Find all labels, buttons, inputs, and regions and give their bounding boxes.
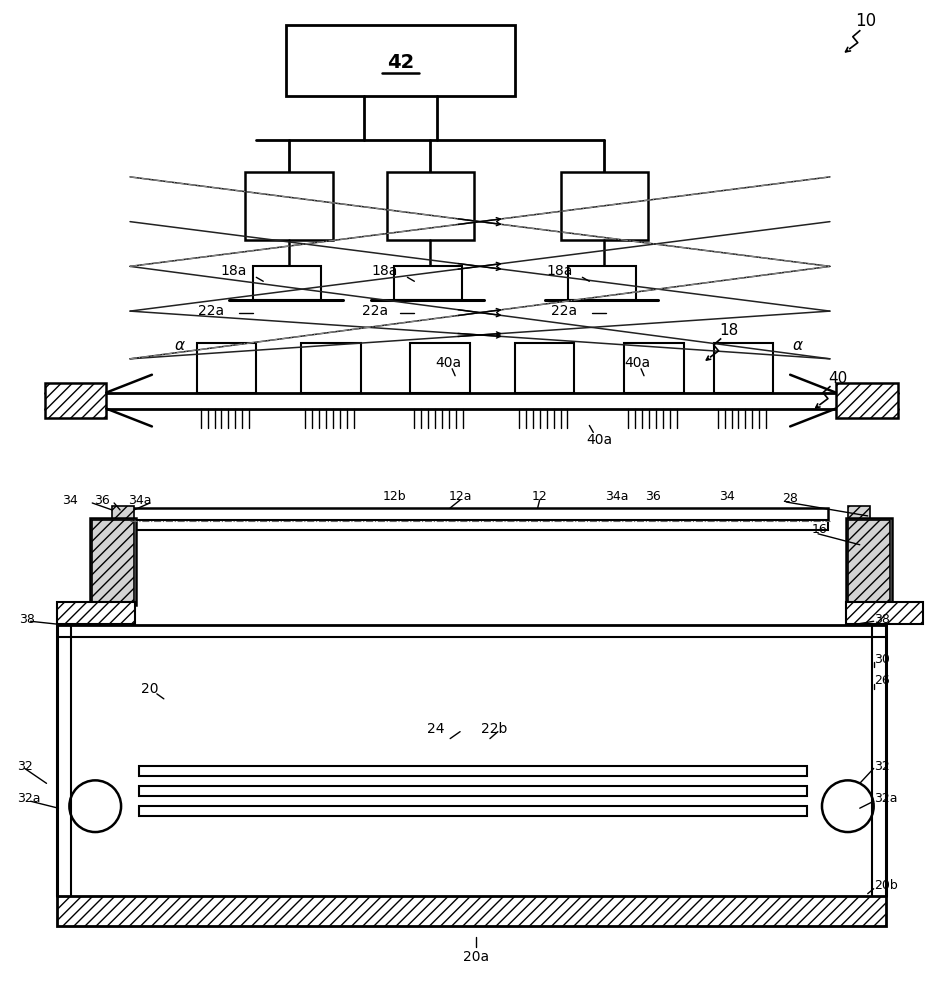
Bar bbox=[567, 266, 635, 300]
Text: 16: 16 bbox=[811, 523, 827, 536]
Text: 28: 28 bbox=[782, 492, 797, 505]
Bar bbox=[245, 172, 332, 240]
Text: 40a: 40a bbox=[435, 356, 461, 370]
Bar bbox=[286, 25, 514, 96]
Text: 22a: 22a bbox=[551, 304, 577, 318]
Text: 12: 12 bbox=[531, 490, 547, 503]
Text: 42: 42 bbox=[387, 53, 413, 72]
Bar bbox=[57, 602, 135, 624]
Bar bbox=[196, 343, 256, 393]
Text: 10: 10 bbox=[854, 12, 875, 30]
Text: 32a: 32a bbox=[873, 792, 896, 805]
Text: 12b: 12b bbox=[383, 490, 406, 503]
Bar bbox=[114, 508, 827, 520]
Bar bbox=[139, 766, 806, 776]
Bar bbox=[845, 602, 922, 624]
Text: 18a: 18a bbox=[220, 264, 247, 278]
Text: 32: 32 bbox=[873, 760, 888, 773]
Bar bbox=[301, 343, 360, 393]
Text: 18a: 18a bbox=[371, 264, 397, 278]
Text: 34a: 34a bbox=[129, 493, 151, 506]
Text: 34: 34 bbox=[63, 493, 78, 506]
Text: $\alpha$: $\alpha$ bbox=[791, 338, 803, 353]
Text: 40a: 40a bbox=[585, 433, 612, 447]
Bar bbox=[112, 506, 134, 522]
Text: 40: 40 bbox=[827, 371, 846, 386]
Text: $\alpha$: $\alpha$ bbox=[173, 338, 186, 353]
Text: 34a: 34a bbox=[605, 490, 628, 503]
Text: 32: 32 bbox=[17, 760, 32, 773]
Bar bbox=[253, 266, 321, 300]
Bar bbox=[713, 343, 772, 393]
Bar bbox=[90, 518, 136, 605]
Bar bbox=[114, 520, 827, 530]
Text: 36: 36 bbox=[94, 493, 109, 506]
Bar bbox=[410, 343, 469, 393]
Text: 26: 26 bbox=[873, 674, 888, 687]
Bar bbox=[45, 383, 106, 418]
Bar bbox=[57, 896, 884, 926]
Bar bbox=[387, 172, 473, 240]
Bar bbox=[139, 806, 806, 816]
Text: 36: 36 bbox=[645, 490, 660, 503]
Text: 22a: 22a bbox=[361, 304, 387, 318]
Bar bbox=[624, 343, 684, 393]
Text: 32a: 32a bbox=[17, 792, 40, 805]
Bar bbox=[92, 520, 134, 603]
Bar bbox=[847, 520, 888, 603]
Text: 40a: 40a bbox=[624, 356, 649, 370]
Bar bbox=[139, 786, 806, 796]
Text: 18a: 18a bbox=[545, 264, 572, 278]
Bar bbox=[845, 518, 891, 605]
Bar bbox=[835, 383, 897, 418]
Text: 20a: 20a bbox=[463, 950, 488, 964]
Text: 38: 38 bbox=[873, 613, 888, 626]
Bar bbox=[394, 266, 462, 300]
Text: 20: 20 bbox=[141, 682, 158, 696]
Bar bbox=[560, 172, 647, 240]
Bar bbox=[514, 343, 574, 393]
Text: 24: 24 bbox=[427, 722, 445, 736]
Text: 38: 38 bbox=[19, 613, 34, 626]
Text: 30: 30 bbox=[873, 653, 888, 666]
Text: 34: 34 bbox=[718, 490, 734, 503]
Text: 12a: 12a bbox=[447, 490, 471, 503]
Bar bbox=[847, 506, 869, 522]
Text: 22b: 22b bbox=[480, 722, 506, 736]
Text: 18: 18 bbox=[718, 323, 738, 338]
Text: 20b: 20b bbox=[873, 879, 897, 892]
Text: 22a: 22a bbox=[198, 304, 225, 318]
